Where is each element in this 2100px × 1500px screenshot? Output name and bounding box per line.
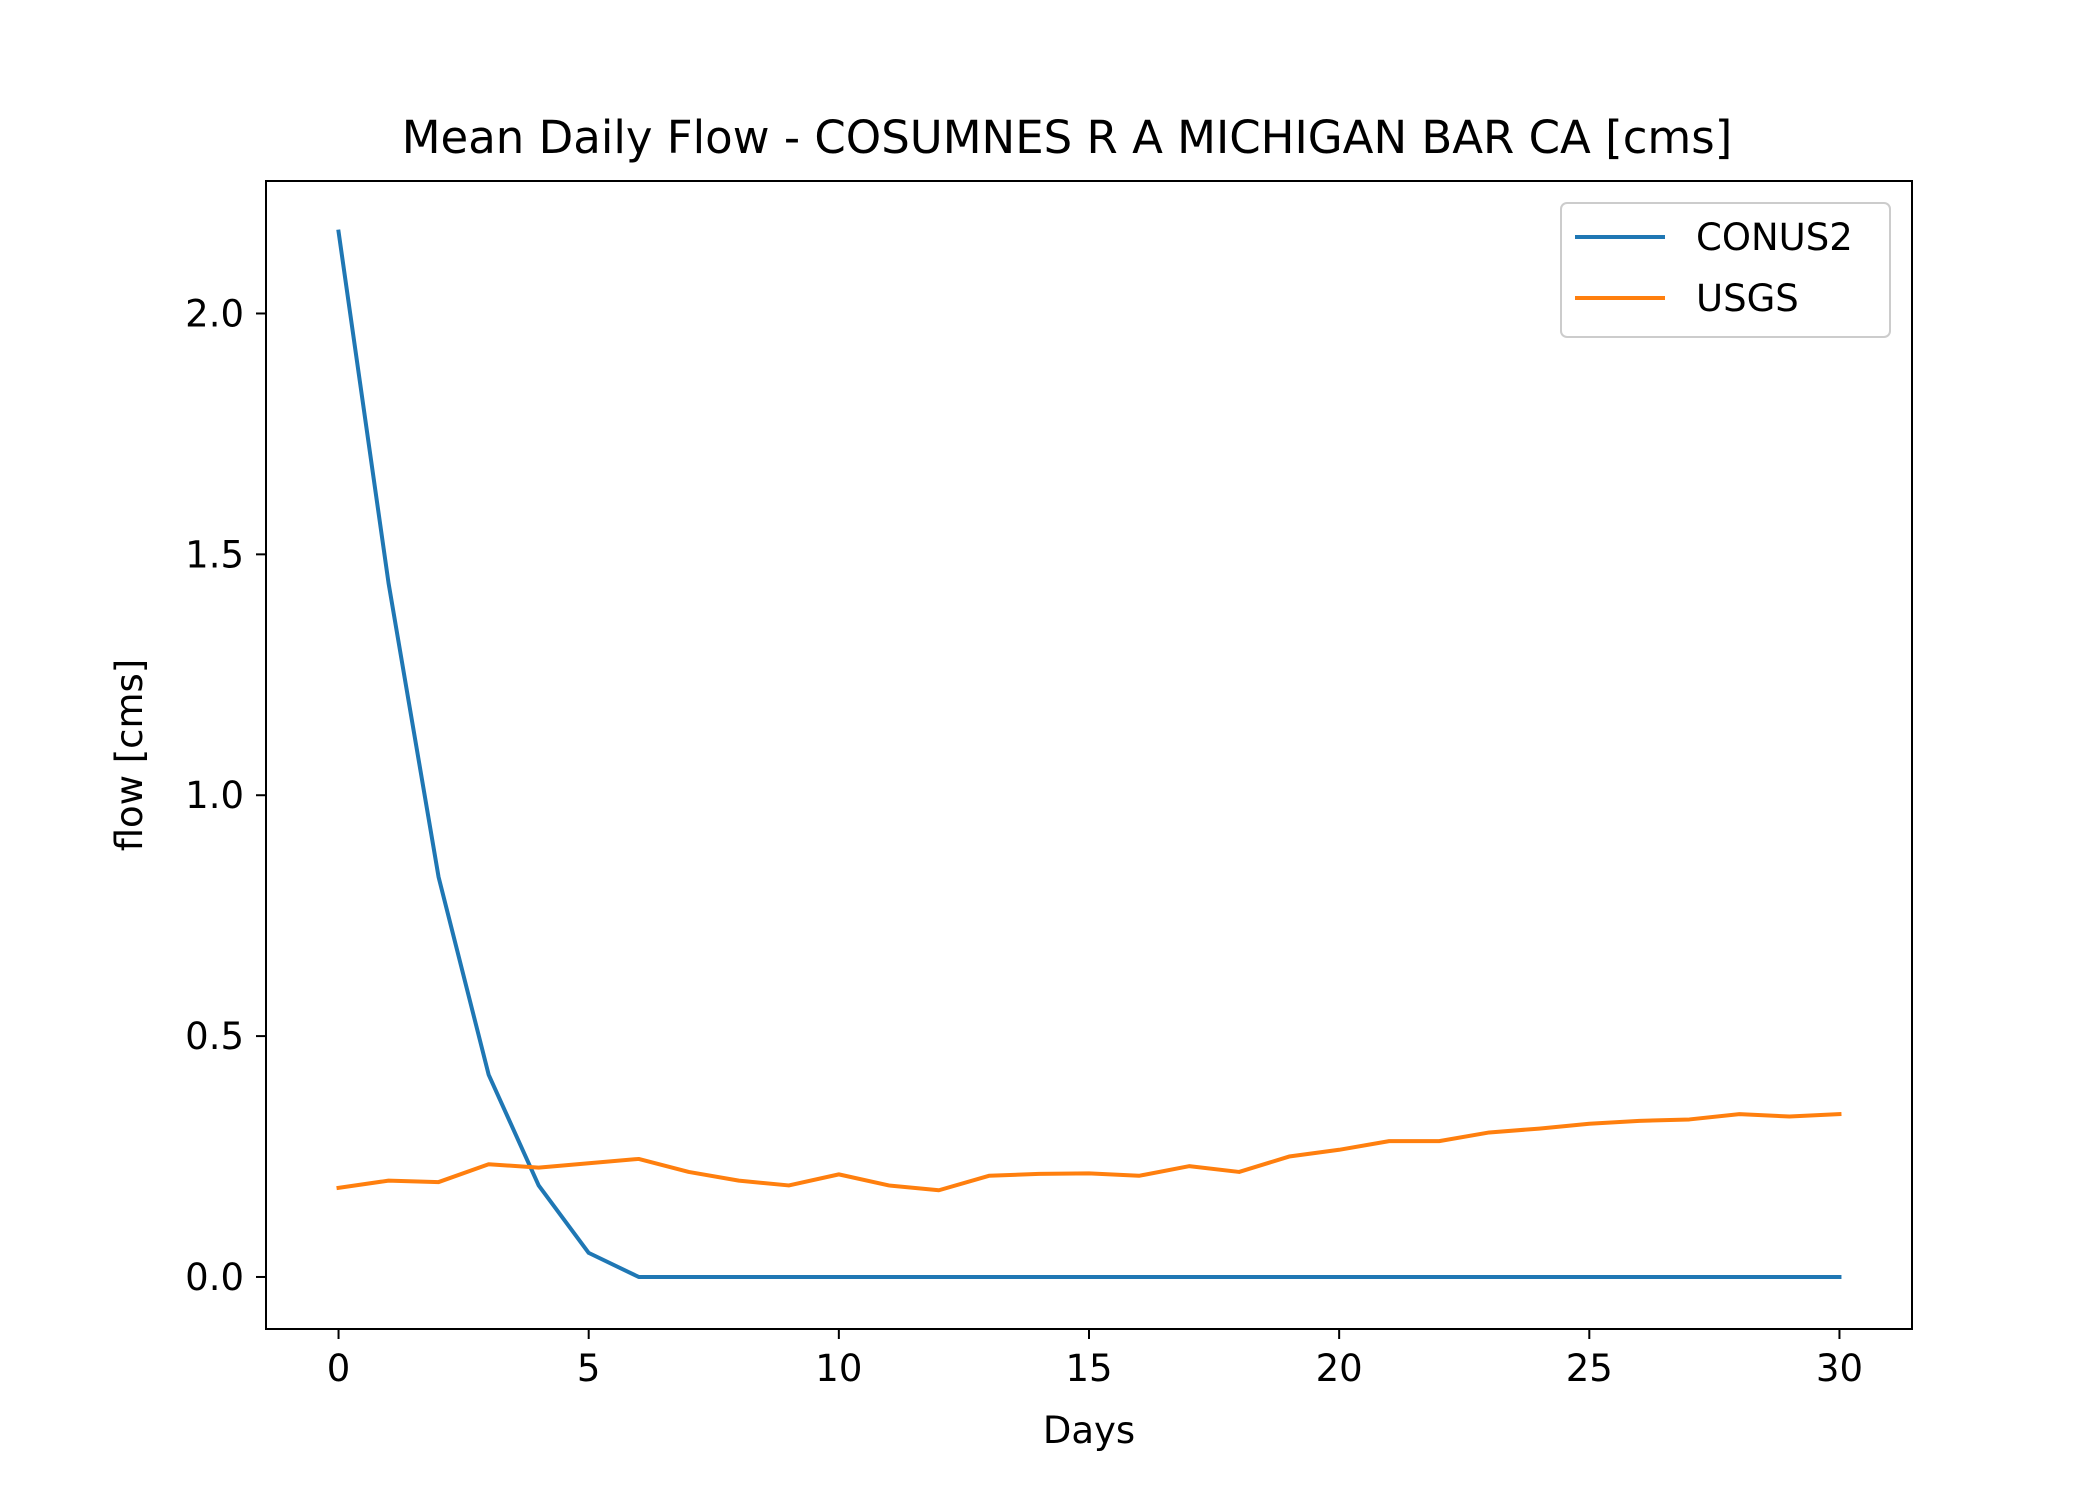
plot-area-frame xyxy=(265,180,1913,1330)
x-tick-label: 20 xyxy=(1316,1347,1363,1390)
y-tick-label: 2.0 xyxy=(185,292,244,335)
y-axis-ticks: 0.0 0.5 1.0 1.5 2.0 xyxy=(185,292,266,1299)
x-tick-label: 5 xyxy=(577,1347,601,1390)
x-axis-label: Days xyxy=(1043,1409,1135,1452)
chart-title: Mean Daily Flow - COSUMNES R A MICHIGAN … xyxy=(402,111,1733,164)
legend-label-conus2: CONUS2 xyxy=(1696,216,1853,259)
x-tick-label: 10 xyxy=(815,1347,862,1390)
x-tick-label: 0 xyxy=(327,1347,351,1390)
series-line-usgs xyxy=(336,1112,1842,1193)
x-tick-label: 15 xyxy=(1065,1347,1112,1390)
x-tick-label: 25 xyxy=(1566,1347,1613,1390)
y-tick-label: 1.5 xyxy=(185,533,244,576)
legend: CONUS2 USGS xyxy=(1560,202,1891,338)
y-tick-label: 0.0 xyxy=(185,1256,244,1299)
series-line-conus2 xyxy=(336,229,1842,1279)
y-tick-label: 0.5 xyxy=(185,1015,244,1058)
y-tick-label: 1.0 xyxy=(185,774,244,817)
x-tick-label: 30 xyxy=(1816,1347,1863,1390)
legend-label-usgs: USGS xyxy=(1696,277,1799,320)
series-lines xyxy=(336,229,1842,1279)
y-axis-label: flow [cms] xyxy=(108,659,151,852)
x-axis-ticks: 0 5 10 15 20 25 30 xyxy=(327,1329,1863,1390)
